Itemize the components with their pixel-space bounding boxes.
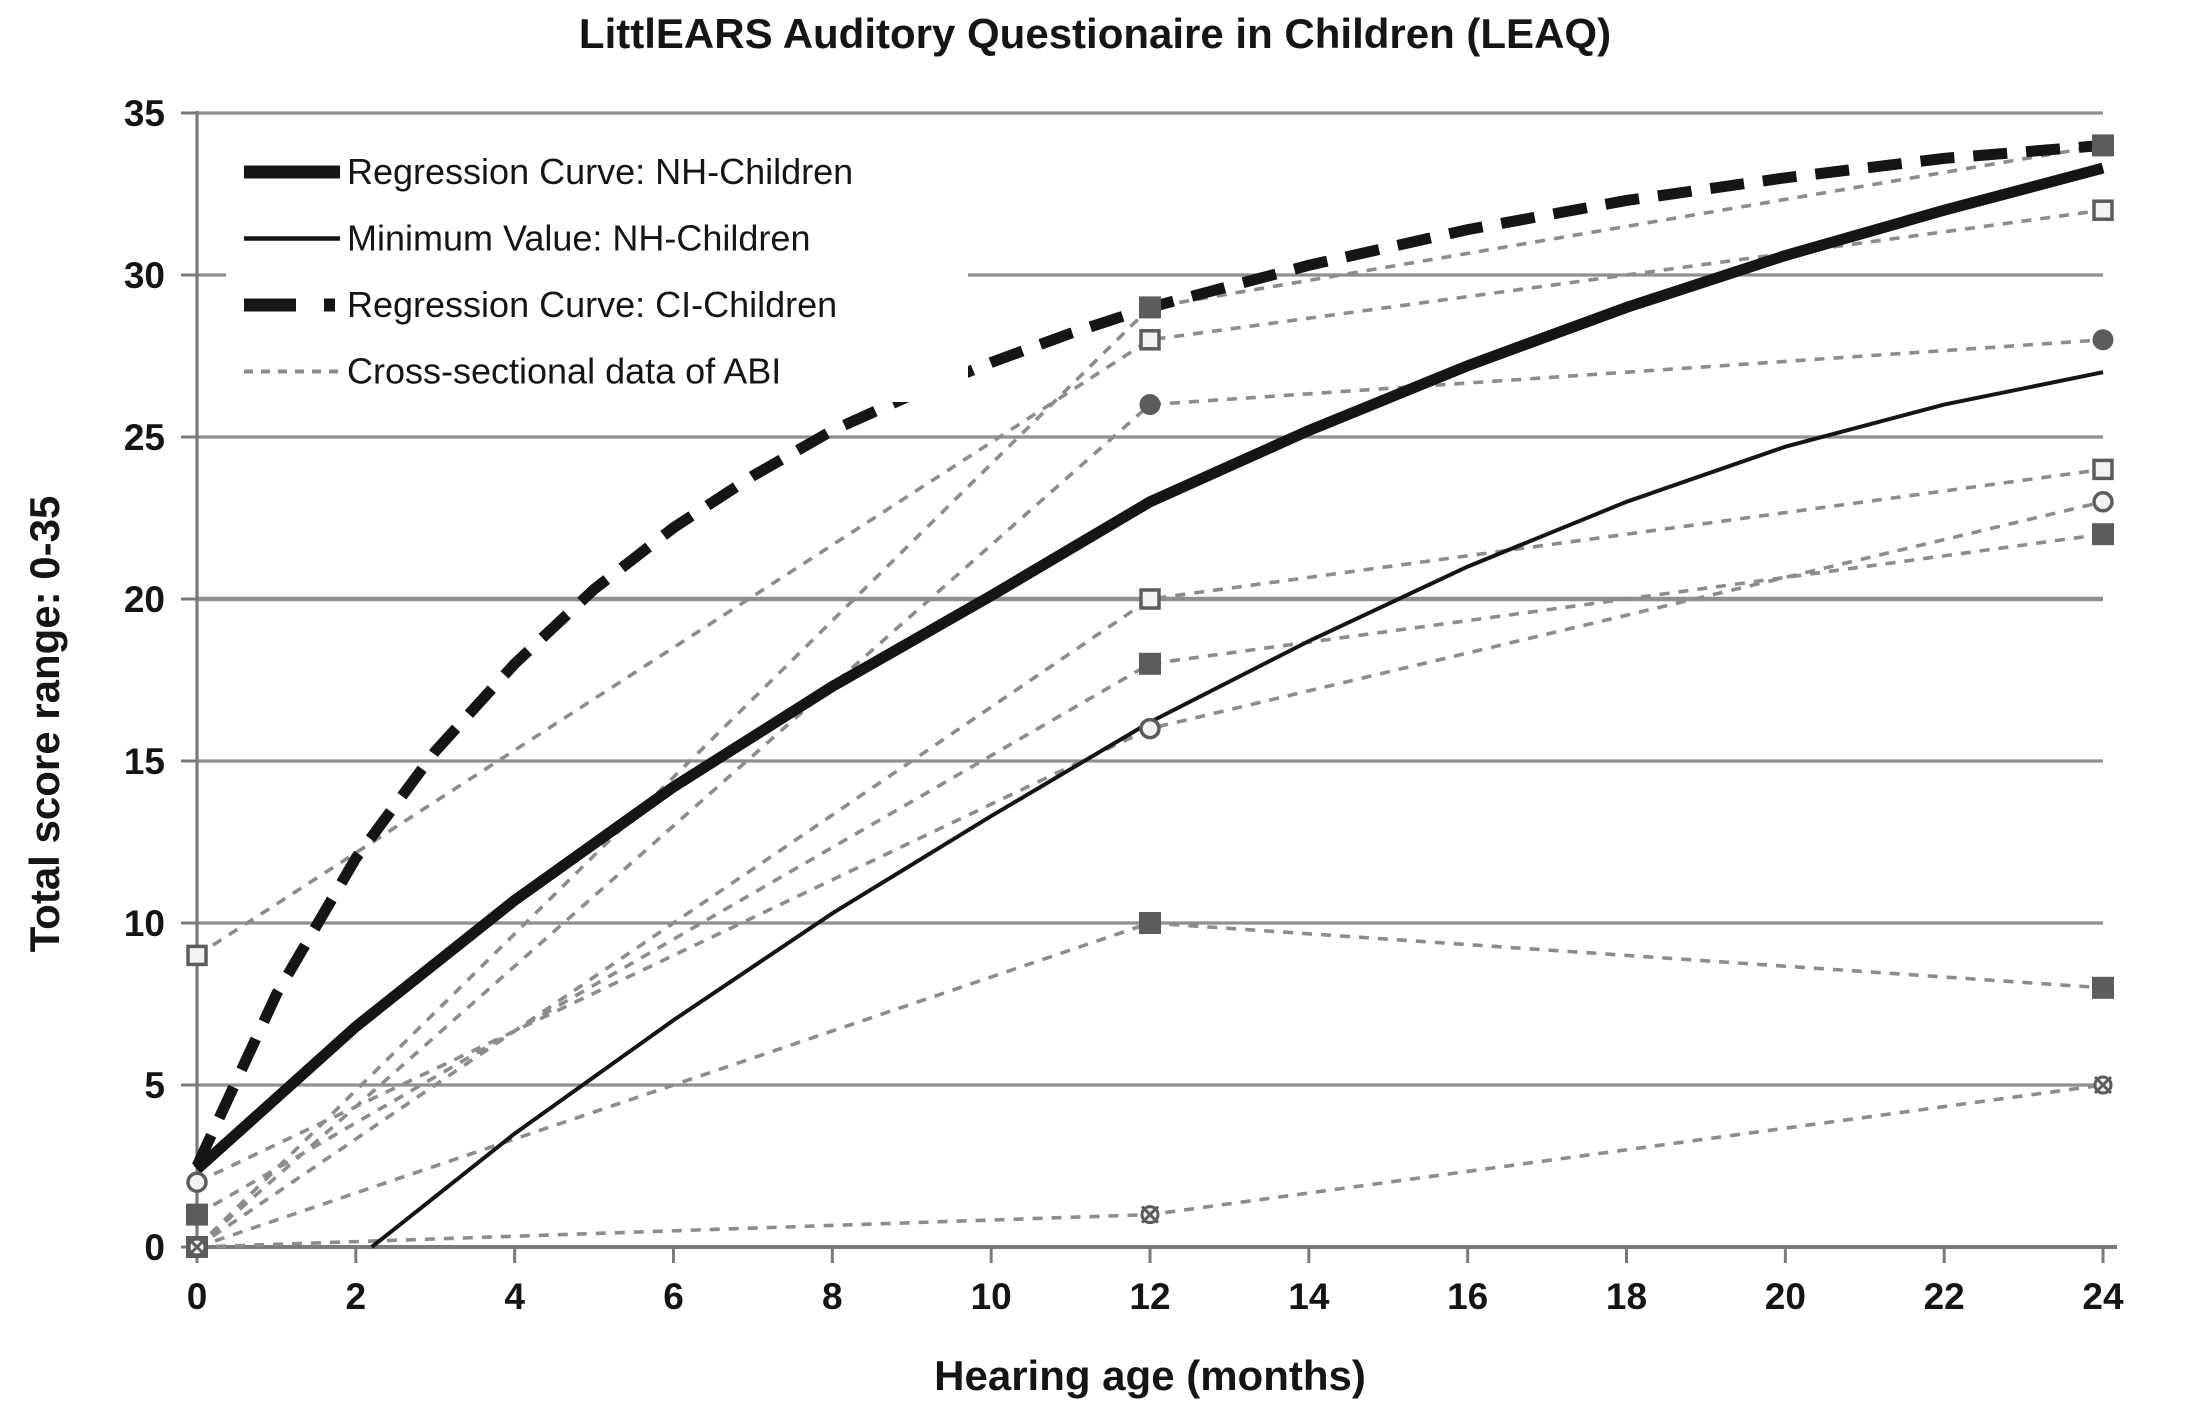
- data-point-star-x2: [2093, 1075, 2113, 1095]
- y-tick-label: 30: [124, 255, 165, 296]
- x-tick-label: 12: [1129, 1276, 1170, 1317]
- data-point-open-circle: [186, 1171, 208, 1193]
- x-tick-label: 4: [504, 1276, 525, 1317]
- data-point-open-circle: [2092, 491, 2114, 513]
- series-line-regression-nh: [193, 162, 2105, 1174]
- x-tick-label: 10: [971, 1276, 1012, 1317]
- series-line-abi-4: [195, 338, 2104, 1249]
- data-point-star-x2: [187, 1237, 207, 1257]
- legend-background: [226, 140, 968, 402]
- data-point-filled-circle: [1139, 394, 1161, 416]
- chart-title: LittlEARS Auditory Questionaire in Child…: [578, 10, 1612, 57]
- data-point-open-square: [1139, 588, 1161, 610]
- x-tick-label: 24: [2082, 1276, 2124, 1317]
- legend-label: Regression Curve: NH-Children: [347, 151, 853, 192]
- y-tick-label: 15: [124, 741, 165, 782]
- data-point-open-circle: [1139, 717, 1161, 740]
- x-axis-title: Hearing age (months): [934, 1352, 1366, 1399]
- data-point-filled-square: [186, 1203, 208, 1226]
- data-point-filled-square: [1139, 652, 1161, 675]
- data-point-open-square: [1139, 329, 1161, 351]
- data-point-filled-square: [2092, 976, 2114, 999]
- legend-label: Minimum Value: NH-Children: [347, 218, 810, 259]
- series-line-abi-2: [196, 532, 2104, 1217]
- x-tick-label: 18: [1606, 1276, 1647, 1317]
- data-point-open-square: [186, 944, 208, 967]
- data-point-star-x2: [1140, 1205, 1160, 1224]
- legend-label: Regression Curve: CI-Children: [347, 284, 837, 325]
- data-point-filled-square: [1139, 296, 1161, 319]
- x-tick-label: 6: [663, 1276, 684, 1317]
- x-tick-label: 22: [1924, 1276, 1965, 1317]
- data-point-filled-square: [2092, 134, 2114, 157]
- y-tick-label: 20: [124, 579, 165, 620]
- x-tick-label: 0: [187, 1276, 208, 1317]
- series-line-minimum-nh: [370, 370, 2104, 1249]
- y-tick-label: 35: [124, 93, 165, 134]
- legend-label: Cross-sectional data of ABI: [347, 351, 781, 392]
- data-point-filled-circle: [2092, 329, 2114, 351]
- data-point-filled-square: [2092, 523, 2114, 546]
- data-point-open-square: [2092, 458, 2114, 481]
- x-tick-label: 16: [1447, 1276, 1488, 1317]
- y-tick-label: 5: [144, 1065, 165, 1106]
- x-tick-label: 8: [822, 1276, 843, 1317]
- series-line-abi-6: [196, 921, 2104, 1249]
- x-tick-label: 2: [346, 1276, 367, 1317]
- x-tick-label: 20: [1765, 1276, 1806, 1317]
- series-line-abi-5: [195, 467, 2104, 1249]
- y-tick-label: 0: [144, 1227, 165, 1268]
- y-tick-label: 10: [124, 903, 165, 944]
- data-point-filled-square: [1139, 912, 1161, 934]
- y-tick-label: 25: [124, 417, 165, 458]
- x-tick-label: 14: [1288, 1276, 1330, 1317]
- data-point-open-square: [2092, 199, 2114, 221]
